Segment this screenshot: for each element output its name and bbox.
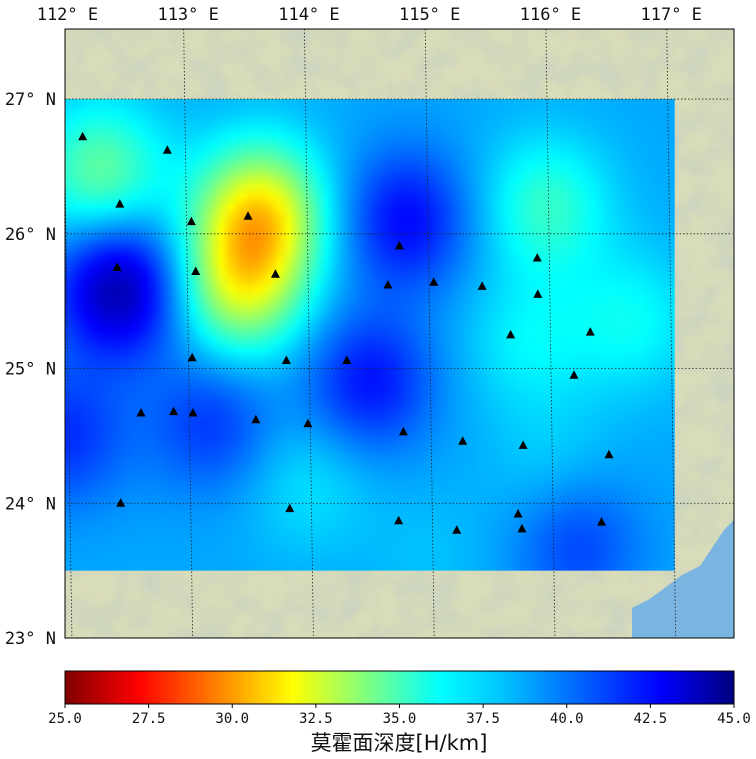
- latitude-label: 26° N: [5, 225, 56, 245]
- meridian-line: [424, 29, 435, 638]
- colorbar-label: 莫霍面深度[H/km]: [311, 731, 488, 755]
- graticule: [65, 29, 734, 638]
- latitude-label: 25° N: [5, 360, 56, 380]
- meridian-line: [183, 29, 194, 638]
- station-marker: [169, 406, 179, 416]
- station-marker: [604, 449, 614, 459]
- meridian-line: [545, 29, 556, 638]
- station-marker: [458, 436, 468, 445]
- colorbar-tick-label: 42.5: [634, 711, 668, 727]
- station-marker: [115, 199, 125, 208]
- longitude-label: 114° E: [278, 5, 339, 25]
- colorbar-tick-label: 32.5: [299, 711, 333, 727]
- station-marker: [394, 515, 404, 525]
- station-marker: [281, 355, 291, 364]
- colorbar-ticks: 25.0 27.5 30.0 32.5 35.0 37.5 40.0 42.5 45.0: [48, 704, 751, 727]
- longitude-label: 115° E: [399, 5, 460, 25]
- station-marker: [518, 440, 528, 449]
- sea-water: [632, 520, 734, 638]
- station-marker: [285, 503, 295, 513]
- colorbar-tick-label: 40.0: [550, 711, 584, 727]
- station-marker: [303, 418, 313, 428]
- longitude-label: 113° E: [157, 5, 218, 25]
- station-marker: [517, 523, 527, 533]
- station-marker: [569, 370, 579, 379]
- station-marker: [270, 269, 280, 278]
- colorbar-gradient: [64, 670, 735, 705]
- meridian-line: [304, 29, 314, 638]
- station-marker: [116, 498, 126, 507]
- latitude-label: 23° N: [5, 629, 56, 649]
- meridian-line: [65, 143, 73, 638]
- colorbar-tick-label: 25.0: [48, 711, 82, 727]
- station-marker: [532, 253, 542, 262]
- station-marker: [243, 211, 253, 220]
- station-marker: [251, 414, 261, 424]
- colorbar-tick-label: 45.0: [717, 711, 751, 727]
- station-marker: [429, 277, 439, 286]
- station-marker: [506, 329, 516, 339]
- colorbar-tick-label: 35.0: [383, 711, 417, 727]
- colorbar: 25.0 27.5 30.0 32.5 35.0 37.5 40.0 42.5 45.0 莫霍面…: [48, 670, 751, 755]
- station-marker: [191, 266, 201, 276]
- latitude-label: 27° N: [5, 90, 56, 110]
- station-marker: [383, 279, 393, 289]
- longitude-label: 117° E: [640, 5, 701, 25]
- colorbar-tick-label: 30.0: [215, 711, 249, 727]
- latitude-tick-labels: 27° N 26° N 25° N 24° N 23° N: [5, 90, 56, 649]
- colorbar-tick-label: 37.5: [466, 711, 500, 727]
- station-marker: [394, 240, 404, 250]
- station-marker: [187, 352, 197, 362]
- station-marker: [477, 281, 487, 290]
- map: [65, 29, 734, 638]
- station-marker: [597, 517, 607, 526]
- station-marker: [136, 407, 146, 417]
- station-marker: [342, 355, 352, 364]
- station-marker: [452, 525, 462, 534]
- map-frame: [64, 28, 735, 639]
- station-markers: [78, 131, 614, 534]
- station-marker: [186, 216, 196, 226]
- meridian-line: [666, 29, 677, 638]
- station-marker: [585, 327, 595, 336]
- station-marker: [533, 289, 543, 298]
- station-marker: [112, 262, 122, 271]
- longitude-label: 116° E: [520, 5, 581, 25]
- station-marker: [513, 509, 523, 518]
- station-marker: [188, 407, 198, 417]
- station-marker: [162, 145, 172, 154]
- moho-depth-heatmap: [65, 99, 675, 571]
- station-marker: [78, 131, 88, 141]
- longitude-tick-labels: 112° E 113° E 114° E 115° E 116° E 117° E: [37, 5, 702, 25]
- station-marker: [398, 426, 408, 436]
- latitude-label: 24° N: [5, 494, 56, 514]
- colorbar-tick-label: 27.5: [132, 711, 166, 727]
- longitude-label: 112° E: [37, 5, 98, 25]
